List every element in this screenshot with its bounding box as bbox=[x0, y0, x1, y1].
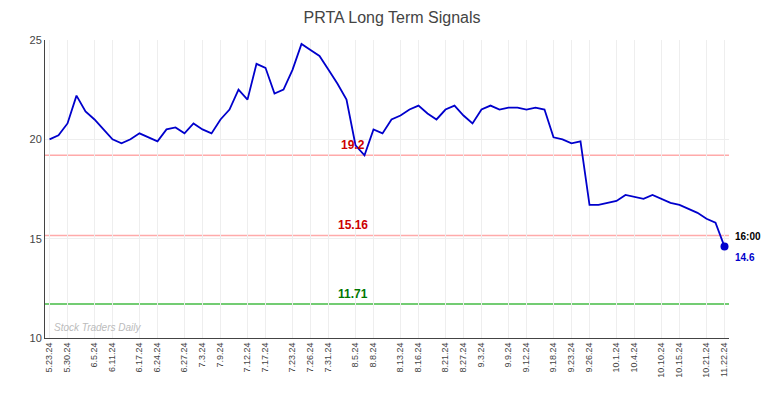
svg-text:9.3.24: 9.3.24 bbox=[476, 343, 486, 368]
svg-text:7.3.24: 7.3.24 bbox=[197, 343, 207, 368]
svg-text:8.16.24: 8.16.24 bbox=[413, 343, 423, 373]
svg-text:PRTA Long Term Signals: PRTA Long Term Signals bbox=[304, 9, 481, 26]
svg-text:6.17.24: 6.17.24 bbox=[134, 343, 144, 373]
svg-text:10.1.24: 10.1.24 bbox=[611, 343, 621, 373]
svg-text:9.23.24: 9.23.24 bbox=[566, 343, 576, 373]
svg-text:20: 20 bbox=[30, 133, 42, 145]
svg-text:10.21.24: 10.21.24 bbox=[701, 343, 711, 378]
svg-text:10: 10 bbox=[30, 332, 42, 344]
svg-text:11.22.24: 11.22.24 bbox=[719, 343, 729, 377]
svg-text:7.31.24: 7.31.24 bbox=[323, 343, 333, 373]
svg-text:7.12.24: 7.12.24 bbox=[242, 343, 252, 373]
svg-text:8.8.24: 8.8.24 bbox=[368, 343, 378, 368]
svg-text:8.13.24: 8.13.24 bbox=[395, 343, 405, 373]
svg-text:15.16: 15.16 bbox=[338, 218, 368, 232]
svg-text:Stock Traders Daily: Stock Traders Daily bbox=[54, 322, 142, 333]
svg-text:7.9.24: 7.9.24 bbox=[215, 343, 225, 368]
svg-text:8.27.24: 8.27.24 bbox=[458, 343, 468, 373]
svg-text:5.30.24: 5.30.24 bbox=[62, 343, 72, 373]
svg-text:6.27.24: 6.27.24 bbox=[179, 343, 189, 373]
svg-text:10.4.24: 10.4.24 bbox=[629, 343, 639, 373]
svg-text:15: 15 bbox=[30, 233, 42, 245]
svg-text:11.71: 11.71 bbox=[338, 287, 368, 301]
svg-text:7.23.24: 7.23.24 bbox=[287, 343, 297, 373]
svg-text:8.5.24: 8.5.24 bbox=[350, 343, 360, 368]
svg-text:9.26.24: 9.26.24 bbox=[584, 343, 594, 373]
svg-text:6.5.24: 6.5.24 bbox=[89, 343, 99, 368]
svg-text:10.15.24: 10.15.24 bbox=[674, 343, 684, 378]
svg-text:7.17.24: 7.17.24 bbox=[260, 343, 270, 373]
svg-text:25: 25 bbox=[30, 34, 42, 46]
svg-text:9.12.24: 9.12.24 bbox=[521, 343, 531, 373]
svg-text:7.26.24: 7.26.24 bbox=[305, 343, 315, 373]
svg-text:10.10.24: 10.10.24 bbox=[656, 343, 666, 378]
svg-text:16:00: 16:00 bbox=[735, 231, 761, 242]
svg-text:5.23.24: 5.23.24 bbox=[44, 343, 54, 373]
svg-text:14.6: 14.6 bbox=[735, 252, 755, 263]
svg-text:9.9.24: 9.9.24 bbox=[503, 343, 513, 368]
svg-text:6.11.24: 6.11.24 bbox=[107, 343, 117, 372]
svg-text:19.2: 19.2 bbox=[341, 138, 365, 152]
svg-text:8.21.24: 8.21.24 bbox=[440, 343, 450, 373]
svg-text:6.24.24: 6.24.24 bbox=[152, 343, 162, 373]
svg-text:9.18.24: 9.18.24 bbox=[548, 343, 558, 373]
